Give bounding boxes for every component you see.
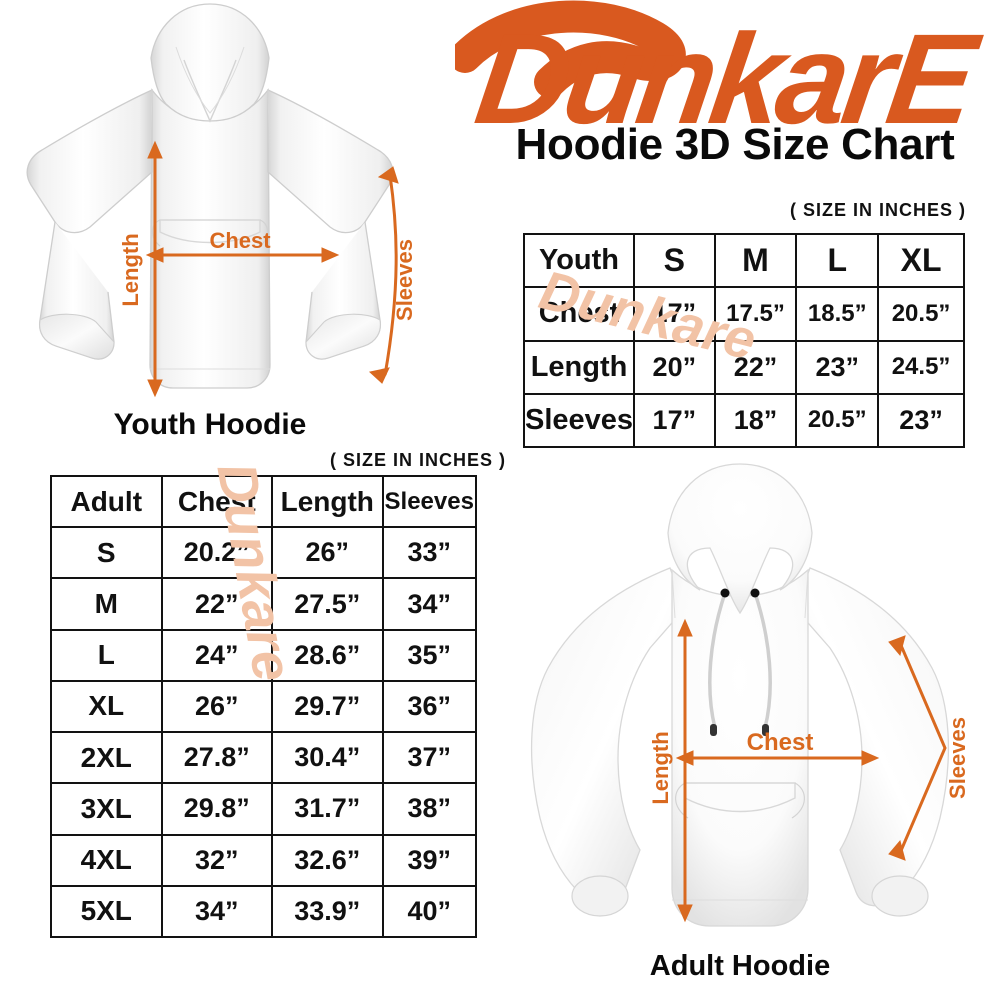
svg-text:Chest: Chest: [209, 228, 271, 253]
svg-text:Sleeves: Sleeves: [945, 717, 970, 799]
svg-text:Length: Length: [648, 731, 673, 804]
svg-text:Sleeves: Sleeves: [392, 239, 417, 321]
svg-text:Length: Length: [118, 233, 143, 306]
svg-text:Chest: Chest: [747, 729, 814, 756]
